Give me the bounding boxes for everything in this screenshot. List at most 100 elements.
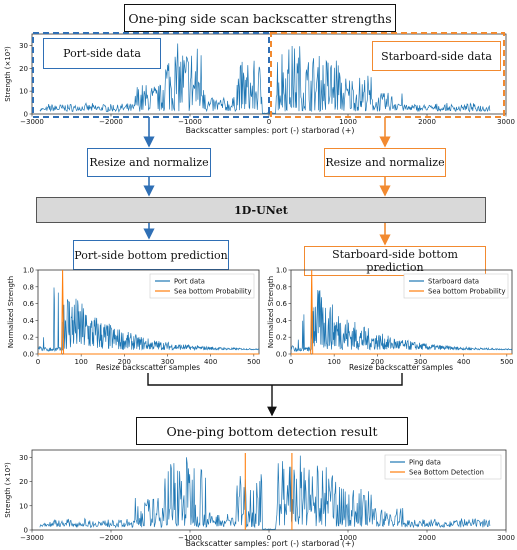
starboard-chart-xlabel: Resize backscatter samples [349, 363, 453, 372]
port-chart-ytick-label: 0.4 [23, 317, 35, 325]
result-chart-xtick-label: 0 [267, 534, 271, 542]
top-title: One-ping side scan backscatter strengths [128, 10, 392, 26]
result-chart-yticks: 0 10 20 30 [19, 454, 32, 535]
result-chart-legend: Ping data Sea Bottom Detection [384, 454, 502, 480]
top-title-box: One-ping side scan backscatter strengths [124, 4, 396, 32]
starboard-chart-xtick-label: 100 [327, 358, 340, 366]
port-chart-xtick-label: 400 [204, 358, 217, 366]
top-chart-yticks: 0 10 20 30 [19, 42, 32, 119]
starboard-chart: 0.0 0.2 0.4 0.6 0.8 1.0 0 100 200 300 400 500 Resi… [267, 267, 514, 373]
port-chart-xlabel: Resize backscatter samples [96, 363, 200, 372]
starboard-prediction-box: Starboard-side bottom prediction [304, 246, 486, 276]
result-chart-series-line [39, 455, 491, 530]
port-chart-ytick-label: 1.0 [23, 267, 34, 275]
result-chart-xtick-label: 1000 [339, 534, 357, 542]
top-chart-ylabel: Strength (×10³) [4, 46, 12, 102]
starboard-side-label-box: Starboard-side data [372, 41, 501, 71]
starboard-prediction-label: Starboard-side bottom prediction [332, 248, 458, 274]
top-chart: 0 10 20 30 −3000 −2000 −1000 0 1000 2000 3000 Bac… [4, 33, 515, 135]
top-chart-xtick-label: 0 [267, 118, 271, 126]
port-chart-xtick-label: 0 [36, 358, 40, 366]
result-chart-ytick-label: 20 [19, 478, 28, 486]
result-chart: 0 10 20 30 −3000 −2000 −1000 0 1000 2000 3000 Bac… [4, 449, 515, 548]
result-chart-ytick-label: 10 [19, 502, 28, 510]
top-chart-xtick-label: −1000 [178, 118, 202, 126]
top-chart-xtick-label: −2000 [99, 118, 123, 126]
port-chart-ytick-label: 0.2 [23, 334, 34, 342]
port-chart-legend: Port data Sea bottom Probability [149, 273, 255, 299]
port-chart-yticks: 0.0 0.2 0.4 0.6 0.8 1.0 [23, 267, 38, 359]
starboard-chart-series-line [290, 289, 513, 353]
starboard-legend-data-label: Starboard data [428, 278, 479, 286]
result-chart-xtick-label: 3000 [497, 534, 515, 542]
top-chart-ytick-label: 0 [24, 111, 28, 119]
starboard-chart-probability-line [291, 269, 512, 355]
merge-connector [147, 373, 403, 386]
port-chart-ytick-label: 0.8 [23, 283, 34, 291]
starboard-chart-yticks: 0.0 0.2 0.4 0.6 0.8 1.0 [276, 267, 291, 359]
port-chart-xtick-label: 100 [74, 358, 87, 366]
starboard-chart-xtick-label: 300 [414, 358, 427, 366]
unet-label: 1D-UNet [234, 203, 288, 217]
port-legend-prob-label: Sea bottom Probability [174, 288, 252, 296]
result-chart-xtick-label: 2000 [418, 534, 436, 542]
result-chart-ytick-label: 30 [19, 454, 28, 462]
starboard-chart-ytick-label: 0.4 [276, 317, 288, 325]
port-side-label-box: Port-side data [43, 38, 161, 69]
unet-box: 1D-UNet [36, 197, 486, 223]
port-chart-xtick-label: 300 [161, 358, 174, 366]
top-chart-ytick-label: 10 [19, 88, 28, 96]
result-chart-xticks: −3000 −2000 −1000 0 1000 2000 3000 [20, 530, 515, 542]
starboard-chart-legend: Starboard data Sea bottom Probability [403, 273, 509, 299]
port-chart-ytick-label: 0.6 [23, 300, 35, 308]
starboard-chart-xtick-label: 400 [457, 358, 470, 366]
top-chart-series-line [39, 43, 491, 114]
result-title-box: One-ping bottom detection result [136, 417, 408, 445]
port-chart-series-line [38, 287, 260, 352]
top-chart-xtick-label: 1000 [339, 118, 357, 126]
result-legend-frame [384, 454, 502, 480]
starboard-chart-ytick-label: 0.8 [276, 283, 287, 291]
starboard-legend-prob-label: Sea bottom Probability [428, 288, 506, 296]
port-chart: 0.0 0.2 0.4 0.6 0.8 1.0 0 100 200 300 400 500 Resi… [7, 267, 261, 373]
top-chart-xtick-label: 3000 [497, 118, 515, 126]
port-prediction-box: Port-side bottom prediction [73, 240, 229, 270]
result-chart-xtick-label: −1000 [178, 534, 202, 542]
port-chart-xtick-label: 200 [118, 358, 131, 366]
top-chart-ytick-label: 30 [19, 42, 28, 50]
starboard-chart-xtick-label: 200 [371, 358, 384, 366]
starboard-side-label: Starboard-side data [381, 49, 492, 63]
result-chart-xlabel: Backscatter samples: port (-) starborad … [186, 539, 355, 548]
starboard-chart-ytick-label: 0.2 [276, 334, 287, 342]
port-chart-probability-line [38, 269, 259, 355]
port-side-label: Port-side data [63, 47, 141, 60]
starboard-chart-ytick-label: 0.6 [276, 300, 288, 308]
starboard-legend-frame [403, 273, 509, 299]
result-legend-detect-label: Sea Bottom Detection [409, 469, 484, 477]
resize-left-label: Resize and normalize [89, 156, 209, 169]
top-chart-xtick-label: −3000 [20, 118, 44, 126]
top-chart-ytick-label: 20 [19, 65, 28, 73]
port-prediction-label: Port-side bottom prediction [74, 248, 228, 262]
starboard-chart-ylabel: Normalized Strength [267, 276, 275, 348]
starboard-chart-xtick-label: 0 [289, 358, 293, 366]
result-chart-xtick-label: −3000 [20, 534, 44, 542]
result-title: One-ping bottom detection result [166, 423, 378, 439]
starboard-chart-ytick-label: 0.0 [276, 351, 287, 359]
port-chart-xtick-label: 500 [247, 358, 260, 366]
result-chart-xtick-label: −2000 [99, 534, 123, 542]
result-chart-detections [244, 453, 293, 530]
result-legend-data-label: Ping data [409, 459, 441, 467]
result-chart-ylabel: Strength (×10³) [4, 462, 12, 518]
resize-right-label: Resize and normalize [325, 156, 445, 169]
result-chart-ytick-label: 0 [24, 527, 28, 535]
port-chart-ylabel: Normalized Strength [7, 276, 15, 348]
starboard-chart-ytick-label: 1.0 [276, 267, 287, 275]
resize-right-box: Resize and normalize [324, 148, 446, 177]
resize-left-box: Resize and normalize [87, 148, 211, 177]
top-chart-xlabel: Backscatter samples: port (-) starborad … [186, 126, 355, 135]
top-chart-xtick-label: 2000 [418, 118, 436, 126]
top-chart-xticks: −3000 −2000 −1000 0 1000 2000 3000 [20, 114, 515, 126]
port-legend-data-label: Port data [174, 278, 205, 286]
